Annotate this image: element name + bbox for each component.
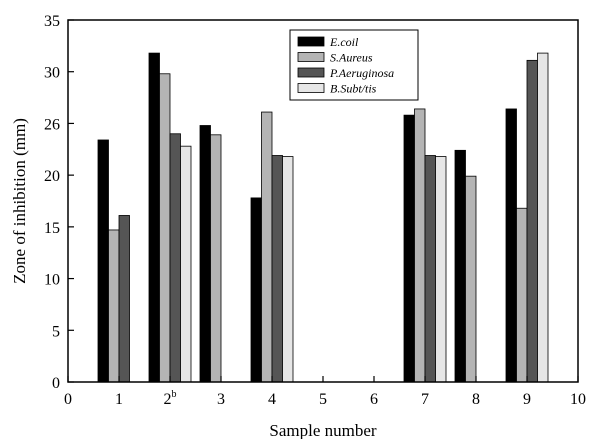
bar-p-aeruginosa-2 [169, 133, 181, 383]
legend-swatch-p-aeruginosa [297, 67, 325, 78]
bar-s-aureus-3 [210, 134, 222, 383]
y-tick-label-15: 15 [44, 220, 60, 237]
y-tick-label-20: 20 [44, 168, 60, 185]
bar-e-coil-1 [97, 139, 109, 383]
x-tick-label-0: 0 [64, 391, 72, 408]
x-axis-title: Sample number [269, 421, 377, 439]
x-tick-label-4: 4 [268, 391, 276, 408]
y-axis-title: Zone of inhibition (mm) [10, 118, 29, 284]
legend-swatch-e-coil [297, 36, 325, 47]
y-tick-label-25: 26 [44, 116, 60, 133]
bar-e-coil-3 [199, 125, 211, 383]
bar-p-aeruginosa-4 [271, 155, 283, 383]
x-tick-label-6: 6 [370, 391, 378, 408]
bar-e-coil-8 [454, 149, 466, 383]
legend-label-b-subt-tis: B.Subt/tis [330, 82, 377, 96]
bar-e-coil-2 [148, 52, 160, 383]
legend-swatch-s-aureus [297, 52, 325, 62]
x-tick-label-7: 7 [421, 391, 429, 408]
x-tick-label-9: 9 [523, 391, 531, 408]
bar-s-aureus-1 [108, 229, 120, 383]
bar-p-aeruginosa-9 [526, 59, 538, 383]
legend-swatch-b-subt-tis [297, 83, 325, 93]
y-tick-label-5: 5 [52, 323, 60, 340]
x-tick-label-5: 5 [319, 391, 327, 408]
bar-s-aureus-7 [414, 108, 426, 383]
bar-s-aureus-2 [159, 73, 171, 383]
x-tick-label-2: 2b [164, 389, 177, 408]
x-tick-label-3: 3 [217, 391, 225, 408]
bar-b-subt-tis-2 [180, 145, 192, 383]
x-tick-label-1: 1 [115, 391, 123, 408]
bar-e-coil-7 [403, 114, 415, 383]
bar-b-subt-tis-7 [435, 156, 447, 383]
bar-b-subt-tis-4 [282, 156, 294, 383]
y-tick-label-35: 35 [44, 13, 60, 30]
ticks-layer: 0 1 2b 3 4 5 6 7 8 9 10 0 5 10 15 20 26 30 35 [44, 13, 586, 408]
bar-p-aeruginosa-1 [118, 215, 130, 383]
legend-label-e-coil: E.coil [329, 35, 359, 49]
bar-p-aeruginosa-7 [424, 155, 436, 383]
bar-e-coil-4 [250, 197, 262, 383]
bar-e-coil-9 [505, 108, 517, 383]
y-tick-label-0: 0 [52, 375, 60, 392]
y-tick-label-30: 30 [44, 65, 60, 82]
legend-label-p-aeruginosa: P.Aeruginosa [329, 66, 394, 80]
y-tick-label-10: 10 [44, 272, 60, 289]
bars-layer [97, 52, 549, 383]
bar-b-subt-tis-9 [537, 52, 549, 383]
bar-s-aureus-4 [261, 111, 273, 383]
legend-label-s-aureus: S.Aureus [330, 51, 373, 65]
bar-s-aureus-8 [465, 175, 477, 383]
x-tick-label-8: 8 [472, 391, 480, 408]
bar-s-aureus-9 [516, 207, 528, 383]
x-tick-label-10: 10 [570, 391, 586, 408]
